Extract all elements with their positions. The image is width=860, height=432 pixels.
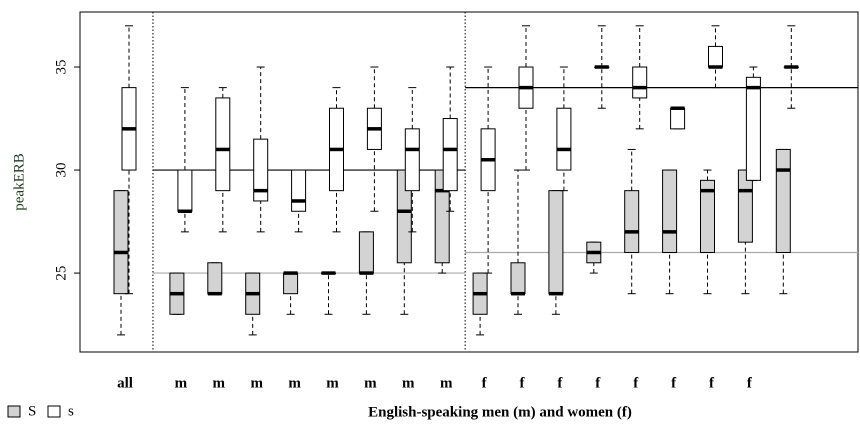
x-tick-label: f	[595, 375, 601, 391]
box	[113, 190, 129, 295]
box	[442, 118, 458, 192]
box	[556, 107, 572, 171]
box	[708, 45, 723, 68]
x-tick-label: m	[250, 375, 263, 391]
box	[207, 262, 223, 295]
box	[177, 169, 193, 212]
box	[434, 169, 450, 264]
box	[283, 272, 299, 295]
legend-swatch	[47, 405, 61, 418]
x-tick-label: f	[747, 375, 753, 391]
x-tick-label: f	[633, 375, 639, 391]
box	[358, 231, 374, 274]
legend-label: S	[28, 403, 36, 419]
y-axis-title: peakERB	[11, 153, 27, 211]
legend-swatch	[7, 405, 21, 418]
y-tick-label: 35	[53, 60, 69, 75]
box	[291, 169, 307, 212]
box	[737, 169, 753, 243]
box	[215, 97, 231, 192]
x-tick-label: m	[213, 375, 226, 391]
box	[745, 76, 761, 181]
x-tick-label: f	[709, 375, 715, 391]
box	[624, 190, 640, 253]
x-tick-label: m	[402, 375, 415, 391]
x-tick-label: m	[326, 375, 339, 391]
box	[253, 138, 269, 202]
x-axis-title: English-speaking men (m) and women (f)	[368, 404, 632, 420]
x-tick-label: all	[117, 375, 133, 391]
x-tick-label: m	[175, 375, 188, 391]
plot-frame	[79, 11, 859, 353]
y-tick-label: 25	[53, 266, 69, 281]
box	[632, 66, 648, 99]
box	[548, 190, 564, 295]
x-tick-label: m	[440, 375, 453, 391]
x-tick-label: m	[288, 375, 301, 391]
box	[396, 169, 412, 264]
box	[700, 179, 715, 253]
box	[404, 128, 420, 192]
box	[775, 148, 791, 253]
x-tick-label: m	[364, 375, 377, 391]
x-tick-label: f	[557, 375, 563, 391]
legend-label: s	[68, 403, 74, 419]
y-tick-label: 30	[53, 163, 69, 178]
box	[670, 107, 686, 130]
x-tick-label: f	[482, 375, 488, 391]
x-tick-label: f	[520, 375, 526, 391]
box	[662, 169, 678, 253]
x-tick-label: f	[671, 375, 677, 391]
box	[510, 262, 526, 295]
